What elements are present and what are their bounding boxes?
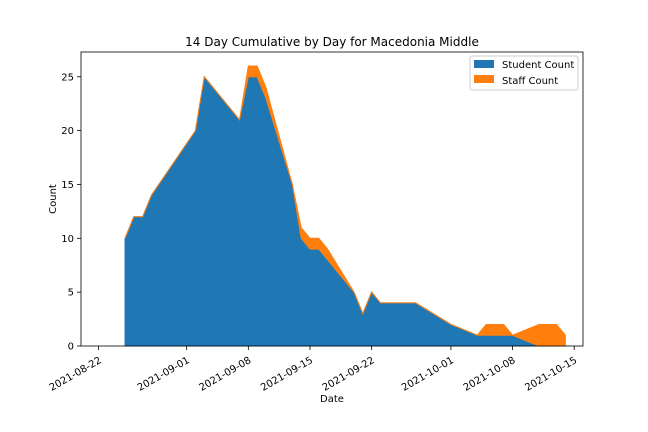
- legend-swatch-student: [474, 60, 494, 68]
- x-tick-label: 2021-09-22: [321, 355, 377, 394]
- x-tick-label: 2021-09-08: [197, 355, 253, 394]
- x-tick-label: 2021-08-22: [48, 355, 104, 394]
- y-tick-label: 20: [61, 126, 74, 137]
- x-tick-label: 2021-09-15: [259, 355, 315, 394]
- y-tick-label: 25: [61, 72, 74, 83]
- y-tick-label: 10: [61, 234, 74, 245]
- y-axis: 0 5 10 15 20 25: [61, 72, 81, 353]
- x-tick-label: 2021-10-15: [523, 355, 579, 394]
- x-tick-label: 2021-10-08: [462, 355, 518, 394]
- x-axis: 2021-08-22 2021-09-01 2021-09-08 2021-09-15…: [48, 346, 579, 394]
- chart-title: 14 Day Cumulative by Day for Macedonia M…: [185, 35, 479, 49]
- legend-frame: [469, 55, 579, 91]
- legend-label-student: Student Count: [502, 60, 574, 71]
- x-tick-label: 2021-09-01: [136, 355, 192, 394]
- y-axis-label: Count: [48, 184, 59, 214]
- y-tick-label: 5: [68, 288, 74, 299]
- chart-areas: [124, 65, 566, 347]
- area-staff-count: [124, 65, 566, 347]
- plot-frame: [80, 51, 584, 347]
- y-tick-label: 0: [68, 342, 74, 353]
- legend-label-staff: Staff Count: [502, 76, 558, 87]
- x-tick-label: 2021-10-01: [400, 355, 456, 394]
- legend: Student Count Staff Count: [469, 55, 579, 91]
- legend-swatch-staff: [474, 75, 494, 83]
- y-tick-label: 15: [61, 180, 74, 191]
- area-student-count: [124, 75, 566, 347]
- x-axis-label: Date: [320, 394, 344, 405]
